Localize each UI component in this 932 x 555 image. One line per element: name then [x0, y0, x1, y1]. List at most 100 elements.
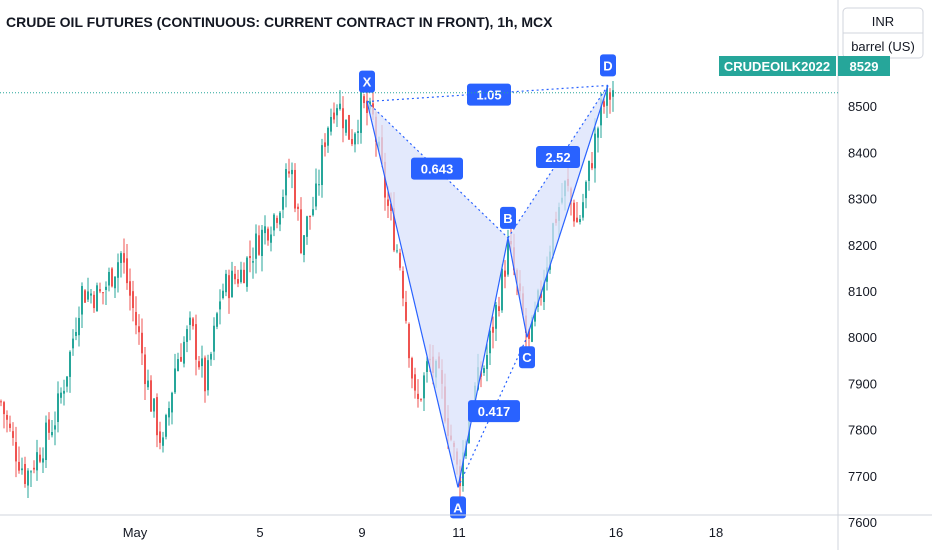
candle[interactable]	[606, 85, 608, 118]
candle[interactable]	[189, 311, 191, 341]
candle[interactable]	[132, 280, 134, 322]
candle[interactable]	[165, 413, 167, 440]
candle[interactable]	[282, 189, 284, 219]
candle[interactable]	[576, 202, 578, 223]
candle[interactable]	[327, 126, 329, 153]
candle[interactable]	[363, 94, 365, 109]
candle[interactable]	[504, 260, 506, 289]
candle[interactable]	[150, 375, 152, 412]
candle[interactable]	[582, 193, 584, 221]
candle[interactable]	[489, 329, 491, 366]
candle[interactable]	[123, 238, 125, 274]
candle[interactable]	[423, 372, 425, 412]
candle[interactable]	[186, 325, 188, 353]
candle[interactable]	[246, 256, 248, 292]
candle[interactable]	[228, 269, 230, 314]
ratio-label[interactable]: 2.52	[536, 146, 580, 169]
candle[interactable]	[6, 410, 8, 433]
candle[interactable]	[237, 269, 239, 288]
candle[interactable]	[66, 376, 68, 393]
candle[interactable]	[114, 276, 116, 298]
candle[interactable]	[306, 215, 308, 245]
candle[interactable]	[315, 168, 317, 211]
point-label-b[interactable]: B	[500, 206, 516, 229]
candle[interactable]	[321, 138, 323, 198]
candle[interactable]	[105, 281, 107, 306]
harmonic-pattern[interactable]: X A B C D 0.643 1.05 0.417 2.52	[359, 54, 616, 519]
candle[interactable]	[216, 311, 218, 330]
candle[interactable]	[159, 421, 161, 450]
candle[interactable]	[195, 314, 197, 376]
candle[interactable]	[339, 90, 341, 111]
candle[interactable]	[204, 355, 206, 403]
candle[interactable]	[495, 301, 497, 341]
pattern-leg-xa[interactable]	[366, 101, 459, 488]
candle[interactable]	[102, 292, 104, 305]
candle[interactable]	[96, 282, 98, 312]
candle[interactable]	[357, 119, 359, 145]
candle[interactable]	[24, 456, 26, 488]
ratio-label[interactable]: 0.417	[468, 400, 520, 423]
candle[interactable]	[75, 317, 77, 341]
candle[interactable]	[3, 400, 5, 429]
candle[interactable]	[297, 203, 299, 221]
candle[interactable]	[585, 180, 587, 209]
candle[interactable]	[291, 162, 293, 189]
candle[interactable]	[180, 343, 182, 363]
candle[interactable]	[183, 336, 185, 368]
candle[interactable]	[156, 393, 158, 448]
candle[interactable]	[87, 277, 89, 302]
point-label-c[interactable]: C	[519, 346, 535, 369]
candle[interactable]	[420, 398, 422, 402]
candle[interactable]	[210, 351, 212, 366]
candle[interactable]	[231, 261, 233, 298]
candle[interactable]	[414, 367, 416, 399]
candle[interactable]	[402, 266, 404, 307]
candle[interactable]	[81, 282, 83, 328]
candle[interactable]	[144, 346, 146, 401]
candle[interactable]	[612, 80, 614, 112]
candle[interactable]	[252, 247, 254, 279]
candle[interactable]	[57, 381, 59, 433]
candle[interactable]	[300, 197, 302, 255]
candle[interactable]	[426, 355, 428, 383]
candle[interactable]	[201, 345, 203, 378]
candle[interactable]	[396, 244, 398, 254]
candle[interactable]	[234, 266, 236, 285]
candle[interactable]	[141, 318, 143, 365]
point-label-d[interactable]: D	[600, 54, 616, 77]
candle[interactable]	[0, 399, 2, 407]
candle[interactable]	[108, 267, 110, 292]
candle[interactable]	[93, 291, 95, 313]
currency-unit-box[interactable]: INR barrel (US)	[842, 7, 924, 59]
point-label-a[interactable]: A	[450, 496, 466, 519]
candle[interactable]	[42, 447, 44, 473]
candle[interactable]	[276, 215, 278, 229]
candle[interactable]	[18, 446, 20, 474]
candle[interactable]	[264, 215, 266, 245]
candle[interactable]	[39, 447, 41, 464]
candle[interactable]	[303, 235, 305, 263]
candle[interactable]	[345, 119, 347, 136]
candle[interactable]	[48, 412, 50, 440]
candle[interactable]	[171, 391, 173, 425]
pattern-fill-xab[interactable]	[367, 101, 508, 488]
candle[interactable]	[342, 96, 344, 143]
candle[interactable]	[129, 268, 131, 311]
candle[interactable]	[285, 163, 287, 208]
candle[interactable]	[492, 316, 494, 349]
ratio-label[interactable]: 0.643	[411, 157, 463, 180]
candle[interactable]	[588, 160, 590, 191]
candle[interactable]	[417, 379, 419, 408]
candle[interactable]	[609, 88, 611, 114]
candle[interactable]	[309, 215, 311, 230]
candle[interactable]	[84, 288, 86, 303]
candle[interactable]	[267, 226, 269, 246]
candle[interactable]	[501, 263, 503, 313]
point-label-x[interactable]: X	[359, 70, 375, 93]
candle[interactable]	[126, 244, 128, 290]
candle[interactable]	[69, 350, 71, 393]
candle[interactable]	[15, 426, 17, 478]
candle[interactable]	[54, 411, 56, 446]
ratio-label[interactable]: 1.05	[467, 83, 511, 106]
